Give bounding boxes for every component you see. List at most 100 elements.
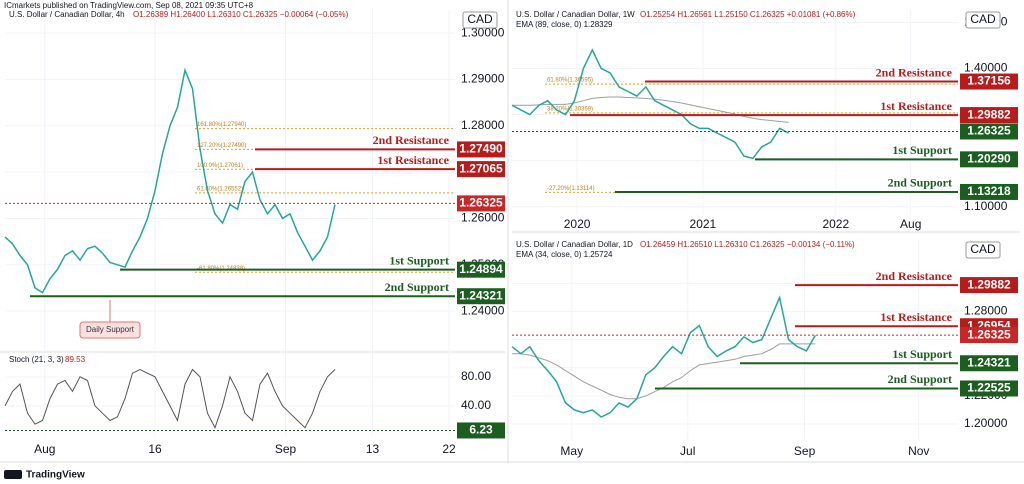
level-box — [457, 161, 505, 178]
level-label: 1.13218 — [967, 184, 1011, 198]
price-line — [4, 368, 336, 429]
ema-line — [512, 343, 816, 400]
y-tick-label: 1.40000 — [964, 61, 1008, 75]
x-tick-label: 2022 — [822, 217, 849, 231]
y-tick-label: 80.00 — [461, 369, 491, 383]
level-box — [960, 277, 1018, 294]
level-box — [960, 355, 1018, 372]
x-tick-label: Sep — [794, 444, 816, 458]
readout: O1.26459 H1.26510 L1.26310 C1.26325 −0.0… — [640, 240, 855, 249]
currency: CAD — [467, 12, 493, 26]
fib-label: 161.80%(1.27940) — [197, 122, 246, 128]
x-tick-label: Jul — [680, 444, 695, 458]
level-name: 1st Support — [892, 347, 952, 361]
currency-box — [965, 11, 1001, 29]
y-tick-label: 1.28000 — [461, 118, 505, 132]
x-tick-label: 22 — [442, 442, 456, 456]
level-label: 1.24321 — [967, 355, 1011, 369]
level-box — [457, 195, 505, 212]
x-tick-label: 2020 — [564, 217, 591, 231]
level-label: 1.26325 — [967, 327, 1011, 341]
level-label: 1.27490 — [459, 142, 503, 156]
x-tick-label: 16 — [148, 442, 162, 456]
level-box — [457, 422, 505, 439]
fib-label: 100.0%(1.27061) — [197, 163, 243, 169]
x-tick-label: May — [560, 444, 583, 458]
level-label: 6.23 — [469, 423, 493, 437]
level-name: 1st Resistance — [377, 153, 449, 167]
y-tick-label: 40.00 — [461, 398, 491, 412]
chart-title: U.S. Dollar / Canadian Dollar, 1W — [516, 10, 635, 19]
level-label: 1.22525 — [967, 381, 1011, 395]
level-label: 1.26325 — [967, 124, 1011, 138]
y-tick-label: 1.20000 — [964, 416, 1008, 430]
level-name: 1st Resistance — [880, 310, 952, 324]
level-label: 1.29882 — [967, 107, 1011, 121]
x-tick-label: 13 — [366, 442, 380, 456]
readout: 89.53 — [65, 355, 86, 364]
level-name: 2nd Resistance — [876, 65, 953, 79]
indicator: EMA (34, close, 0) 1.25724 — [516, 250, 613, 259]
x-tick-label: Sep — [275, 442, 297, 456]
fib-label: 61.80%(1.26552) — [197, 186, 243, 192]
level-box — [457, 141, 505, 158]
level-label: 1.20290 — [967, 152, 1011, 166]
fib-label: 127.20%(1.27490) — [197, 143, 246, 149]
level-name: 2nd Support — [888, 372, 952, 386]
x-tick-label: Aug — [34, 442, 55, 456]
currency: CAD — [970, 242, 996, 256]
level-label: 1.29882 — [967, 277, 1011, 291]
logo — [4, 470, 22, 479]
fib-label: 38.20%(1.30369) — [547, 106, 593, 112]
level-box — [960, 380, 1018, 397]
level-box — [960, 327, 1018, 344]
indicator: EMA (89, close, 0) 1.28329 — [516, 20, 613, 29]
annotation-box — [79, 321, 141, 339]
fib-label: 61.80%(1.36595) — [547, 78, 593, 84]
y-tick-label: 1.24000 — [461, 303, 505, 317]
level-label: 1.24894 — [459, 262, 503, 276]
price-line — [511, 48, 789, 160]
fib-label: -27.20%(1.13114) — [547, 186, 595, 192]
chart-title: U.S. Dollar / Canadian Dollar, 4h — [9, 10, 125, 19]
header: ICmarkets published on TradingView.com, … — [4, 1, 254, 10]
level-box — [960, 183, 1018, 200]
readout: O1.26389 H1.26400 L1.26310 C1.26325 −0.0… — [133, 10, 349, 19]
level-name: 2nd Resistance — [876, 269, 953, 283]
y-tick-label: 1.10000 — [964, 199, 1008, 213]
level-label: 1.37156 — [967, 74, 1011, 88]
y-tick-label: 1.26000 — [461, 211, 505, 225]
annotation: Daily Support — [86, 325, 135, 334]
level-box — [457, 261, 505, 278]
x-tick-label: Nov — [908, 444, 929, 458]
level-label: 1.27065 — [459, 161, 503, 175]
currency: CAD — [970, 12, 996, 26]
level-label: 1.24321 — [459, 288, 503, 302]
currency-box — [462, 11, 498, 29]
level-name: 1st Support — [389, 253, 449, 267]
level-name: 2nd Resistance — [373, 133, 450, 147]
level-box — [960, 73, 1018, 90]
y-tick-label: 1.29000 — [461, 72, 505, 86]
level-name: 1st Resistance — [880, 99, 952, 113]
level-name: 2nd Support — [385, 280, 449, 294]
x-tick-label: 2021 — [690, 217, 717, 231]
level-box — [457, 288, 505, 305]
y-tick-label: 1.28000 — [964, 304, 1008, 318]
chart-title: U.S. Dollar / Canadian Dollar, 1D — [516, 240, 633, 249]
price-line — [4, 67, 336, 294]
y-tick-label: 1.30000 — [461, 25, 505, 39]
level-name: 1st Support — [892, 143, 952, 157]
price-line — [511, 295, 816, 418]
level-box — [960, 151, 1018, 168]
level-box — [960, 107, 1018, 124]
level-box — [960, 123, 1018, 140]
chart-title: Stoch (21, 3, 3) — [9, 355, 64, 364]
currency-box — [965, 241, 1001, 259]
footer: TradingView — [26, 470, 85, 481]
level-label: 1.26325 — [459, 196, 503, 210]
readout: O1.25254 H1.26561 L1.25150 C1.26325 +0.0… — [640, 10, 856, 19]
level-name: 2nd Support — [888, 176, 952, 190]
